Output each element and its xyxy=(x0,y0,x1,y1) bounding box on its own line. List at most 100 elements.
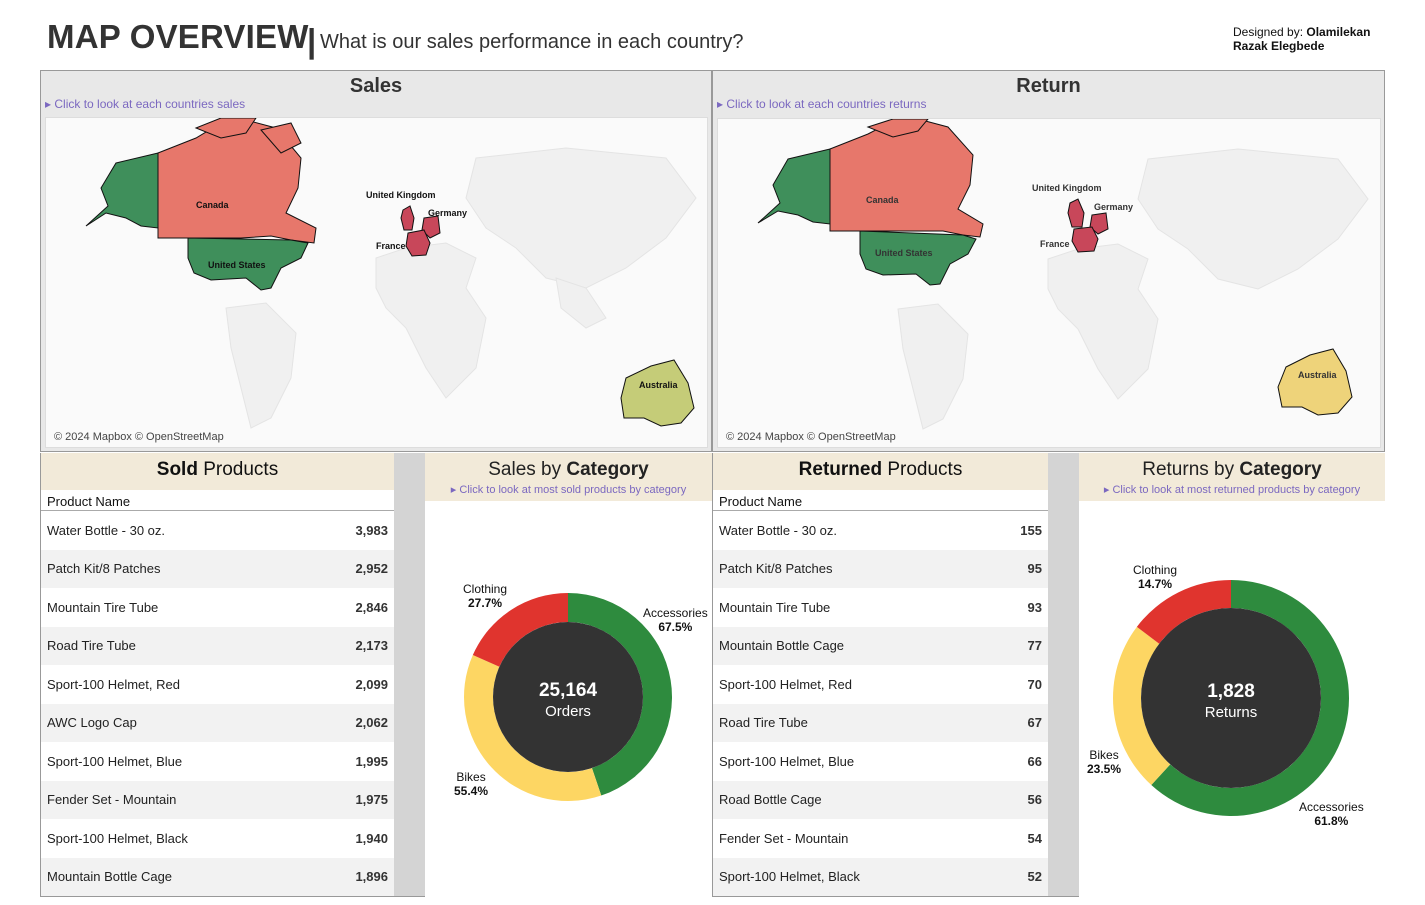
sold-row[interactable]: Fender Set - Mountain 1,975 xyxy=(41,780,394,819)
returned-product-value: 95 xyxy=(1027,561,1042,577)
returns-clothing-name: Clothing xyxy=(1133,563,1178,577)
returned-row[interactable]: Sport-100 Helmet, Black 52 xyxy=(713,857,1048,896)
returned-row[interactable]: Patch Kit/8 Patches 95 xyxy=(713,549,1048,588)
alaska-shape[interactable] xyxy=(85,152,159,229)
returns-donut-slice-accessories[interactable] xyxy=(1151,580,1349,816)
sold-product-name: Sport-100 Helmet, Red xyxy=(47,676,180,692)
returned-row[interactable]: Sport-100 Helmet, Blue 66 xyxy=(713,742,1048,781)
france-shape[interactable] xyxy=(405,229,431,257)
australia-shape[interactable] xyxy=(1277,348,1353,416)
return-map-link[interactable]: ▸ Click to look at each countries return… xyxy=(717,97,927,111)
page-subtitle: What is our sales performance in each co… xyxy=(320,31,744,53)
sales-map-credit[interactable]: © 2024 Mapbox © OpenStreetMap xyxy=(54,431,224,443)
germany-shape[interactable] xyxy=(1089,212,1109,235)
returned-product-value: 93 xyxy=(1027,599,1042,615)
returned-row[interactable]: Sport-100 Helmet, Red 70 xyxy=(713,665,1048,704)
returns-clothing-pct: 14.7% xyxy=(1138,577,1173,591)
sold-product-value: 1,975 xyxy=(355,792,388,808)
label-canada: Canada xyxy=(866,195,899,205)
sales-donut-slice-accessories[interactable] xyxy=(568,593,673,796)
sales-donut-chart[interactable]: 25,164 Orders xyxy=(425,501,712,897)
sales-bikes-name: Bikes xyxy=(456,770,486,784)
sales-donut-slice-bikes[interactable] xyxy=(463,655,602,801)
sales-map[interactable]: Canada United States United Kingdom Germ… xyxy=(45,117,708,448)
sales-label-bikes: Bikes 55.4% xyxy=(454,770,488,798)
returned-product-value: 155 xyxy=(1020,522,1042,538)
returns-donut-chart[interactable]: 1,828 Returns xyxy=(1079,501,1385,897)
arctic-islands-shape[interactable] xyxy=(866,119,929,138)
sold-row[interactable]: Patch Kit/8 Patches 2,952 xyxy=(41,549,394,588)
returned-row[interactable]: Mountain Bottle Cage 77 xyxy=(713,626,1048,665)
returned-products-scrollbar[interactable] xyxy=(1048,453,1079,896)
arctic-islands-shape[interactable] xyxy=(194,118,302,154)
united-states-shape[interactable] xyxy=(187,237,309,291)
australia-shape[interactable] xyxy=(620,359,695,427)
sold-row[interactable]: Mountain Bottle Cage 1,896 xyxy=(41,857,394,896)
returned-row[interactable]: Fender Set - Mountain 54 xyxy=(713,819,1048,858)
returned-product-name: Sport-100 Helmet, Black xyxy=(719,869,860,885)
alaska-shape[interactable] xyxy=(757,148,831,225)
sold-row[interactable]: Mountain Tire Tube 2,846 xyxy=(41,588,394,627)
return-map[interactable]: Canada United States United Kingdom Germ… xyxy=(717,118,1381,448)
sold-row[interactable]: Sport-100 Helmet, Blue 1,995 xyxy=(41,742,394,781)
canada-shape[interactable] xyxy=(829,119,984,238)
returned-product-name: Fender Set - Mountain xyxy=(719,830,849,846)
returned-row[interactable]: Road Tire Tube 67 xyxy=(713,703,1048,742)
sold-products-scrollbar[interactable] xyxy=(394,453,425,896)
returns-donut-center-label: Returns xyxy=(1205,704,1258,721)
sold-column-header[interactable]: Product Name xyxy=(47,494,131,509)
returns-bikes-name: Bikes xyxy=(1089,748,1119,762)
sold-product-value: 2,952 xyxy=(355,561,388,577)
sold-row[interactable]: Sport-100 Helmet, Black 1,940 xyxy=(41,819,394,858)
sales-donut-area[interactable]: 25,164 Orders Clothing 27.7% Accessories … xyxy=(425,501,712,897)
returned-row[interactable]: Mountain Tire Tube 93 xyxy=(713,588,1048,627)
sold-product-value: 2,846 xyxy=(355,599,388,615)
returns-donut-center xyxy=(1141,608,1321,788)
sales-map-title: Sales xyxy=(349,75,403,97)
return-world-map[interactable] xyxy=(718,119,1381,448)
sales-donut-center xyxy=(493,622,643,772)
uk-shape[interactable] xyxy=(400,205,415,231)
sales-clothing-pct: 27.7% xyxy=(468,596,503,610)
sales-map-link[interactable]: ▸ Click to look at each countries sales xyxy=(45,97,246,111)
returned-product-value: 52 xyxy=(1027,869,1042,885)
sold-row[interactable]: AWC Logo Cap 2,062 xyxy=(41,703,394,742)
sold-product-name: AWC Logo Cap xyxy=(47,715,137,731)
sales-category-header: Sales by Category ▸ Click to look at mos… xyxy=(425,453,712,501)
uk-shape[interactable] xyxy=(1067,198,1085,228)
returns-donut-slice-clothing[interactable] xyxy=(1136,580,1231,644)
sold-product-value: 1,940 xyxy=(355,830,388,846)
returned-column-header[interactable]: Product Name xyxy=(719,494,803,509)
returned-row[interactable]: Road Bottle Cage 56 xyxy=(713,780,1048,819)
sold-product-value: 1,896 xyxy=(355,869,388,885)
returns-label-accessories: Accessories 61.8% xyxy=(1299,800,1364,828)
returned-row[interactable]: Water Bottle - 30 oz. 155 xyxy=(713,511,1048,550)
designer-credit: Designed by: Olamilekan Razak Elegbede xyxy=(1233,25,1383,53)
returned-column-rule xyxy=(713,510,1048,511)
sales-donut-slice-clothing[interactable] xyxy=(472,593,568,667)
france-shape[interactable] xyxy=(1071,226,1099,253)
returned-product-name: Mountain Bottle Cage xyxy=(719,638,845,654)
returns-donut-area[interactable]: 1,828 Returns Clothing 14.7% Accessories … xyxy=(1079,501,1385,897)
returns-category-link[interactable]: ▸ Click to look at most returned product… xyxy=(1103,484,1361,496)
returned-product-name: Water Bottle - 30 oz. xyxy=(719,522,838,538)
sold-row[interactable]: Water Bottle - 30 oz. 3,983 xyxy=(41,511,394,550)
sales-world-map[interactable] xyxy=(46,118,708,448)
sales-category-link[interactable]: ▸ Click to look at most sold products by… xyxy=(450,484,687,496)
returned-product-name: Patch Kit/8 Patches xyxy=(719,561,833,577)
returned-product-value: 66 xyxy=(1027,753,1042,769)
returned-product-name: Road Tire Tube xyxy=(719,715,808,731)
sold-row[interactable]: Road Tire Tube 2,173 xyxy=(41,626,394,665)
germany-shape[interactable] xyxy=(421,215,441,239)
sold-row[interactable]: Sport-100 Helmet, Red 2,099 xyxy=(41,665,394,704)
returns-category-title-rest: Returns by xyxy=(1142,459,1240,480)
asia-shape xyxy=(1137,148,1369,290)
returned-title-rest: Products xyxy=(882,459,963,480)
africa-shape xyxy=(1047,243,1159,400)
sales-accessories-name: Accessories xyxy=(643,606,708,620)
designer-prefix: Designed by: xyxy=(1233,25,1307,39)
returns-donut-slice-bikes[interactable] xyxy=(1113,626,1171,786)
united-states-shape[interactable] xyxy=(859,230,977,286)
return-map-credit[interactable]: © 2024 Mapbox © OpenStreetMap xyxy=(726,431,896,443)
label-australia: Australia xyxy=(639,380,678,390)
